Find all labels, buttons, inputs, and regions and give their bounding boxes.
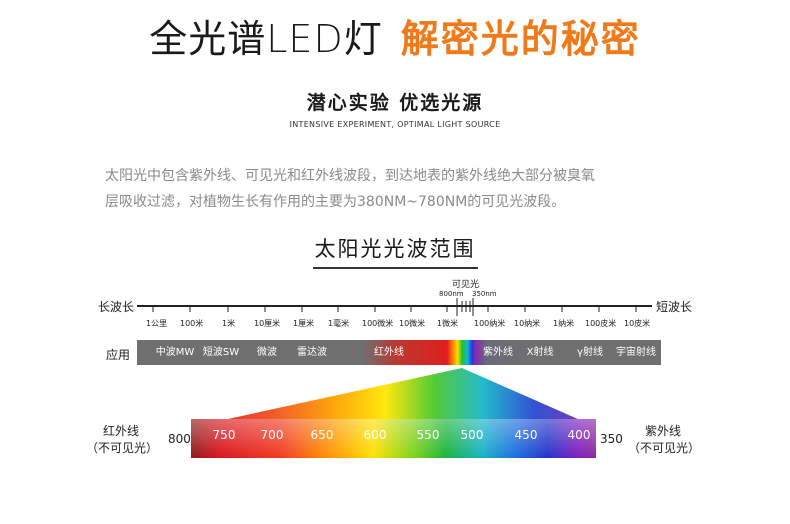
spectrum-tick: 600	[363, 428, 387, 442]
scale-axis-ticks	[152, 306, 637, 312]
short-wave-label: 短波长	[656, 300, 693, 314]
scale-tick: 1微米	[437, 319, 459, 328]
spectrum-tick: 650	[310, 428, 334, 442]
scale-tick: 1纳米	[553, 319, 575, 328]
ultraviolet-label: 紫外线	[644, 424, 681, 438]
page-title: 全光谱LED灯 解密光的秘密	[0, 8, 790, 68]
spectrum-end: 350	[600, 432, 623, 446]
scale-tick: 1公里	[146, 319, 168, 328]
visible-mark-350: 350nm	[472, 290, 497, 298]
app-x-ray: X射线	[526, 347, 554, 358]
section-title: 太阳光光波范围	[0, 233, 790, 269]
infrared-sub: （不可见光）	[86, 441, 159, 455]
description: 太阳光中包含紫外线、可见光和红外线波段，到达地表的紫外线绝大部分被臭氧 层吸收过…	[105, 163, 690, 215]
ultraviolet-note: 紫外线 （不可见光）	[628, 423, 701, 457]
spectrum-tick: 450	[514, 428, 538, 442]
scale-tick: 100微米	[362, 319, 394, 328]
scale-tick: 10微米	[399, 319, 426, 328]
section-title-text: 太阳光光波范围	[312, 233, 478, 269]
app-short-wave: 短波SW	[202, 347, 240, 358]
visible-label: 可见光	[452, 280, 480, 290]
application-label: 应用	[106, 348, 131, 362]
scale-tick: 10皮米	[624, 319, 651, 328]
title-main: 全光谱LED灯	[149, 17, 383, 61]
scale-tick: 1厘米	[293, 319, 315, 328]
scale-tick: 10厘米	[254, 319, 281, 328]
app-medium-wave: 中波MW	[155, 347, 195, 358]
description-line-1: 太阳光中包含紫外线、可见光和红外线波段，到达地表的紫外线绝大部分被臭氧	[105, 168, 595, 184]
ultraviolet-sub: （不可见光）	[628, 441, 701, 455]
app-radar: 雷达波	[297, 347, 327, 358]
scale-tick: 100纳米	[474, 319, 506, 328]
spectrum-tick: 400	[567, 428, 591, 442]
subtitle-en: INTENSIVE EXPERIMENT, OPTIMAL LIGHT SOUR…	[289, 120, 501, 129]
app-cosmic-ray: 宇宙射线	[616, 347, 656, 358]
scale-tick: 100皮米	[585, 319, 617, 328]
app-bar-visible	[447, 340, 477, 365]
scale-tick: 1毫米	[328, 319, 350, 328]
app-microwave: 微波	[257, 347, 277, 358]
spectrum-tick: 750	[212, 428, 236, 442]
description-line-2: 层吸收过滤，对植物生长有作用的主要为380NM~780NM的可见光波段。	[105, 194, 566, 210]
long-wave-label: 长波长	[98, 300, 135, 314]
spectrum-fan	[191, 368, 596, 427]
app-gamma-ray: γ射线	[577, 347, 603, 358]
infrared-note: 红外线 （不可见光）	[86, 423, 159, 457]
spectrum-start: 800	[168, 432, 191, 446]
visible-range-marker	[456, 298, 474, 316]
scale-tick: 1米	[222, 319, 236, 328]
app-bar-infrared	[363, 340, 453, 365]
title-accent: 解密光的秘密	[400, 17, 641, 61]
application-bar: 中波MW 短波SW 微波 雷达波 红外线 紫外线 X射线 γ射线 宇宙射线	[137, 340, 661, 365]
subtitle: 潜心实验 优选光源	[306, 92, 484, 114]
app-infrared: 红外线	[374, 347, 404, 358]
infrared-label: 红外线	[102, 424, 139, 438]
scale-tick: 10纳米	[514, 319, 541, 328]
spectrum-tick: 700	[260, 428, 284, 442]
spectrum-tick: 550	[416, 428, 440, 442]
app-ultraviolet: 紫外线	[483, 347, 513, 358]
app-bar-ultraviolet	[474, 340, 524, 365]
visible-mark-800: 800nm	[439, 290, 464, 298]
spectrum-tick: 500	[460, 428, 484, 442]
scale-tick: 100米	[180, 319, 204, 328]
